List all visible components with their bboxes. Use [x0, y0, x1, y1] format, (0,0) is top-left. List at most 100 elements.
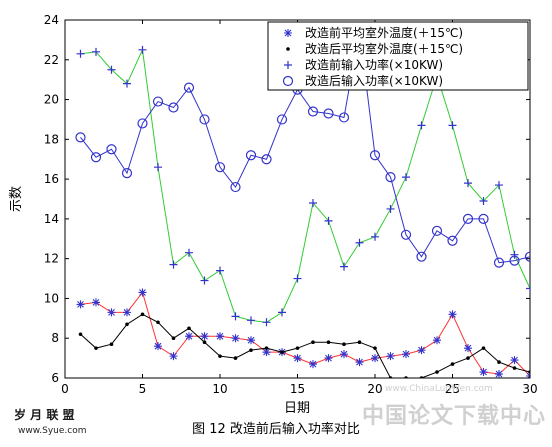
data-point-series-3 — [152, 96, 164, 107]
data-point-series-0 — [216, 332, 224, 341]
data-point-series-1 — [140, 312, 145, 317]
data-point-series-3 — [431, 225, 443, 236]
data-point-series-0 — [309, 360, 317, 369]
data-point-series-0 — [76, 300, 85, 309]
data-point-series-1 — [435, 370, 439, 374]
data-point-series-1 — [419, 376, 424, 378]
data-point-series-3 — [121, 168, 133, 179]
data-point-series-0 — [231, 334, 240, 343]
x-tick-label: 5 — [139, 382, 147, 396]
data-point-series-3 — [214, 162, 226, 173]
data-point-series-2 — [138, 45, 147, 54]
data-point-series-1 — [94, 346, 98, 350]
data-point-series-1 — [264, 346, 269, 350]
x-tick-label: 10 — [212, 382, 227, 396]
data-point-series-3 — [230, 181, 241, 193]
data-point-series-0 — [510, 356, 519, 365]
legend-label: 改造后平均室外温度(＋15℃) — [305, 41, 463, 56]
data-point-series-3 — [75, 132, 86, 143]
x-tick-label: 30 — [522, 382, 537, 396]
x-tick-label: 25 — [445, 382, 460, 396]
data-point-series-0 — [169, 352, 178, 361]
data-point-series-3 — [323, 108, 334, 119]
data-point-series-1 — [326, 340, 331, 345]
data-point-series-2 — [76, 49, 85, 58]
data-point-series-0 — [123, 308, 131, 317]
data-point-series-2 — [231, 312, 240, 321]
data-point-series-2 — [169, 260, 178, 269]
data-point-series-3 — [276, 114, 288, 125]
data-point-series-1 — [109, 342, 114, 346]
data-point-series-2 — [154, 163, 162, 172]
data-point-series-2 — [402, 173, 410, 182]
legend-marker-3 — [282, 75, 294, 87]
data-point-series-0 — [417, 346, 426, 355]
x-axis-title: 日期 — [284, 401, 310, 416]
data-point-series-0 — [464, 344, 472, 353]
data-point-series-2 — [262, 318, 271, 327]
data-point-series-3 — [307, 106, 319, 117]
data-point-series-2 — [340, 262, 348, 271]
data-point-series-3 — [400, 229, 412, 240]
data-point-series-2 — [185, 248, 193, 257]
data-point-series-1 — [249, 348, 253, 352]
data-point-series-3 — [385, 172, 396, 183]
y-tick-label: 16 — [44, 172, 59, 186]
data-point-series-1 — [187, 326, 191, 331]
data-point-series-3 — [524, 251, 530, 262]
data-point-series-2 — [448, 121, 457, 130]
data-point-series-1 — [156, 320, 160, 325]
data-point-series-0 — [402, 350, 410, 359]
data-point-series-1 — [125, 322, 129, 327]
data-point-series-0 — [262, 348, 271, 357]
data-point-series-1 — [202, 340, 207, 345]
data-point-series-1 — [481, 346, 486, 350]
data-point-series-2 — [309, 198, 317, 207]
data-point-series-1 — [171, 336, 176, 341]
data-point-series-1 — [78, 332, 83, 337]
data-point-series-3 — [478, 213, 489, 224]
data-point-series-3 — [199, 114, 210, 125]
data-point-series-3 — [90, 152, 102, 163]
data-point-series-3 — [338, 112, 350, 123]
data-point-series-2 — [324, 216, 333, 225]
data-point-series-3 — [106, 144, 117, 155]
data-point-series-0 — [355, 358, 364, 367]
data-point-series-0 — [154, 342, 162, 351]
data-point-series-1 — [404, 376, 408, 378]
data-point-series-3 — [245, 150, 257, 161]
y-tick-label: 22 — [44, 53, 59, 67]
data-point-series-2 — [526, 284, 530, 293]
data-point-series-1 — [233, 356, 238, 360]
legend-marker-1 — [286, 47, 290, 51]
data-point-series-2 — [371, 232, 379, 241]
data-point-series-2 — [417, 121, 426, 130]
data-point-series-0 — [185, 332, 193, 341]
axis-layer: 0 5 10 15 20 25 30 6 8 10 12 14 16 18 20 22 24 — [44, 13, 538, 396]
data-point-series-1 — [388, 376, 393, 378]
data-point-series-2 — [123, 79, 131, 88]
legend-label: 改造后输入功率(×10KW) — [305, 73, 443, 88]
data-point-series-1 — [357, 340, 362, 345]
data-point-series-3 — [168, 102, 179, 113]
data-point-series-2 — [355, 238, 364, 247]
series-line-1 — [80, 313, 530, 378]
data-point-series-2 — [495, 181, 503, 190]
data-point-series-3 — [369, 150, 381, 161]
y-tick-label: 6 — [51, 371, 59, 385]
y-tick-label: 18 — [44, 132, 59, 146]
series-line-0 — [80, 291, 530, 377]
data-point-series-2 — [278, 308, 286, 317]
data-point-series-0 — [495, 370, 503, 378]
data-point-series-0 — [247, 336, 255, 345]
watermark-right-url: www.ChinaLunWen.com — [385, 384, 493, 394]
data-point-series-1 — [295, 346, 300, 350]
data-point-series-0 — [479, 368, 488, 377]
data-point-series-3 — [416, 251, 427, 262]
y-tick-label: 10 — [44, 291, 59, 305]
data-point-series-2 — [107, 65, 116, 74]
data-point-series-1 — [218, 354, 222, 358]
data-point-series-2 — [216, 266, 224, 275]
data-point-series-0 — [386, 352, 395, 361]
